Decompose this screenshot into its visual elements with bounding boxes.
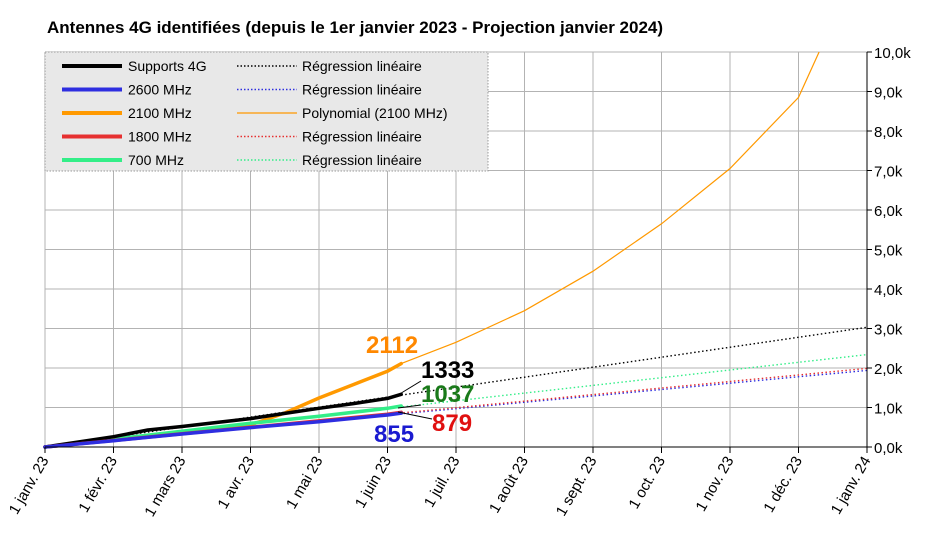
annotation-leader bbox=[397, 411, 433, 420]
x-tick-label: 1 nov. 23 bbox=[692, 454, 737, 515]
x-tick-label: 1 août 23 bbox=[486, 454, 532, 517]
x-tick-label: 1 janv. 24 bbox=[828, 454, 875, 518]
x-tick-label: 1 févr. 23 bbox=[75, 454, 121, 516]
x-tick-label: 1 mai 23 bbox=[283, 454, 326, 512]
legend-label: 1800 MHz bbox=[128, 129, 192, 145]
y-tick-label: 4,0k bbox=[874, 282, 903, 299]
y-tick-label: 7,0k bbox=[874, 164, 903, 181]
legend-label: Régression linéaire bbox=[302, 152, 422, 168]
x-tick-label: 1 déc. 23 bbox=[760, 454, 806, 516]
value-label: 1333 bbox=[421, 357, 474, 384]
y-tick-label: 5,0k bbox=[874, 243, 903, 260]
trendline bbox=[45, 367, 867, 447]
value-label: 855 bbox=[374, 421, 414, 448]
x-tick-label: 1 janv. 23 bbox=[6, 454, 53, 518]
y-tick-label: 3,0k bbox=[874, 322, 903, 339]
y-tick-label: 8,0k bbox=[874, 124, 903, 141]
chart-title: Antennes 4G identifiées (depuis le 1er j… bbox=[47, 18, 663, 37]
trendline bbox=[45, 353, 867, 447]
value-label: 879 bbox=[432, 410, 472, 437]
series-line bbox=[43, 392, 403, 449]
y-tick-label: 1,0k bbox=[874, 401, 903, 418]
x-tick-label: 1 juil. 23 bbox=[421, 454, 464, 511]
axes bbox=[44, 51, 872, 453]
series-lines bbox=[43, 361, 403, 449]
annotation-leader bbox=[397, 404, 422, 409]
y-tick-label: 10,0k bbox=[874, 45, 911, 62]
x-tick-label: 1 juin 23 bbox=[352, 454, 395, 512]
legend-label: 700 MHz bbox=[128, 152, 184, 168]
legend-label: Régression linéaire bbox=[302, 82, 422, 98]
y-axis-ticks: 0,0k 1,0k 2,0k 3,0k 4,0k 5,0k 6,0k 7,0k 8,0k 9,0k… bbox=[874, 45, 911, 457]
trendline bbox=[45, 369, 867, 447]
y-tick-label: 9,0k bbox=[874, 85, 903, 102]
trendlines bbox=[45, 52, 867, 447]
legend: Supports 4G 2600 MHz 2100 MHz 1800 MHz 700 M… bbox=[44, 51, 489, 172]
x-tick-label: 1 oct. 23 bbox=[625, 454, 668, 512]
trendline bbox=[45, 326, 867, 447]
value-label: 1037 bbox=[421, 381, 474, 408]
value-label: 2112 bbox=[366, 332, 418, 359]
y-tick-label: 6,0k bbox=[874, 203, 903, 220]
y-tick-label: 2,0k bbox=[874, 361, 903, 378]
legend-label: Polynomial (2100 MHz) bbox=[302, 105, 448, 121]
x-tick-label: 1 mars 23 bbox=[141, 454, 189, 520]
legend-label: Régression linéaire bbox=[302, 129, 422, 145]
legend-label: Régression linéaire bbox=[302, 58, 422, 74]
x-tick-label: 1 avr. 23 bbox=[214, 454, 257, 512]
x-tick-label: 1 sept. 23 bbox=[553, 454, 601, 520]
legend-label: 2600 MHz bbox=[128, 82, 192, 98]
legend-label: 2100 MHz bbox=[128, 105, 192, 121]
series-line bbox=[43, 411, 403, 449]
y-tick-label: 0,0k bbox=[874, 440, 903, 457]
trendline bbox=[400, 52, 820, 365]
x-axis-ticks: 1 janv. 23 1 févr. 23 1 mars 23 1 avr. 23 1 … bbox=[6, 454, 875, 520]
legend-label: Supports 4G bbox=[128, 58, 207, 74]
annotation-leader bbox=[397, 380, 422, 396]
